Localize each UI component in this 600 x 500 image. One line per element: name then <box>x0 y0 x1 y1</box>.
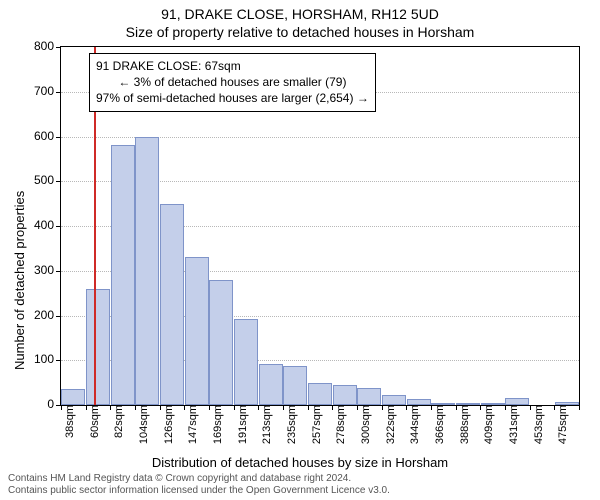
xtick-mark <box>308 405 309 410</box>
histogram-bar <box>160 204 184 405</box>
xtick-label: 235sqm <box>286 405 298 444</box>
xtick-label: 213sqm <box>261 405 273 444</box>
xtick-label: 278sqm <box>335 405 347 444</box>
ytick-mark <box>56 92 61 93</box>
infobox-line1: 91 DRAKE CLOSE: 67sqm <box>96 58 369 74</box>
ytick-label: 600 <box>24 129 54 143</box>
histogram-bar <box>185 257 209 405</box>
ytick-label: 200 <box>24 308 54 322</box>
histogram-bar <box>86 289 110 405</box>
xtick-mark <box>480 405 481 410</box>
xtick-label: 147sqm <box>187 405 199 444</box>
histogram-bar <box>283 366 307 405</box>
infobox-line3: 97% of semi-detached houses are larger (… <box>96 90 369 106</box>
xtick-mark <box>431 405 432 410</box>
xtick-label: 431sqm <box>508 405 520 444</box>
ytick-mark <box>56 360 61 361</box>
histogram-bar <box>308 383 332 405</box>
infobox-line2: ← 3% of detached houses are smaller (79) <box>96 74 369 90</box>
xtick-mark <box>160 405 161 410</box>
histogram-bar <box>505 398 529 405</box>
ytick-mark <box>56 316 61 317</box>
ytick-label: 800 <box>24 39 54 53</box>
xtick-mark <box>283 405 284 410</box>
histogram-bar <box>357 388 381 405</box>
x-axis-label: Distribution of detached houses by size … <box>0 455 600 470</box>
ytick-label: 0 <box>24 397 54 411</box>
xtick-label: 169sqm <box>212 405 224 444</box>
histogram-bar <box>111 145 135 405</box>
xtick-label: 60sqm <box>89 405 101 438</box>
xtick-mark <box>406 405 407 410</box>
xtick-label: 38sqm <box>64 405 76 438</box>
xtick-label: 453sqm <box>533 405 545 444</box>
histogram-bar <box>135 137 159 406</box>
xtick-mark <box>505 405 506 410</box>
xtick-mark <box>554 405 555 410</box>
xtick-mark <box>579 405 580 410</box>
xtick-mark <box>234 405 235 410</box>
xtick-label: 82sqm <box>113 405 125 438</box>
histogram-bar <box>382 395 406 405</box>
xtick-label: 191sqm <box>237 405 249 444</box>
xtick-mark <box>209 405 210 410</box>
xtick-label: 300sqm <box>360 405 372 444</box>
xtick-label: 388sqm <box>459 405 471 444</box>
xtick-mark <box>184 405 185 410</box>
xtick-mark <box>530 405 531 410</box>
xtick-label: 409sqm <box>483 405 495 444</box>
chart-title-line2: Size of property relative to detached ho… <box>0 24 600 40</box>
xtick-mark <box>86 405 87 410</box>
ytick-mark <box>56 271 61 272</box>
xtick-label: 257sqm <box>311 405 323 444</box>
xtick-mark <box>61 405 62 410</box>
ytick-mark <box>56 181 61 182</box>
xtick-mark <box>382 405 383 410</box>
xtick-label: 126sqm <box>163 405 175 444</box>
xtick-label: 475sqm <box>557 405 569 444</box>
histogram-bar <box>61 389 85 405</box>
histogram-bar <box>259 364 283 405</box>
xtick-label: 322sqm <box>385 405 397 444</box>
xtick-label: 344sqm <box>409 405 421 444</box>
marker-infobox: 91 DRAKE CLOSE: 67sqm ← 3% of detached h… <box>89 53 376 112</box>
xtick-mark <box>332 405 333 410</box>
xtick-label: 104sqm <box>138 405 150 444</box>
chart-title-line1: 91, DRAKE CLOSE, HORSHAM, RH12 5UD <box>0 6 600 22</box>
footer-attribution: Contains HM Land Registry data © Crown c… <box>8 473 390 496</box>
histogram-bar <box>234 319 258 405</box>
ytick-mark <box>56 137 61 138</box>
histogram-bar <box>209 280 233 405</box>
footer-line1: Contains HM Land Registry data © Crown c… <box>8 473 390 485</box>
xtick-mark <box>456 405 457 410</box>
ytick-label: 300 <box>24 263 54 277</box>
ytick-label: 700 <box>24 84 54 98</box>
xtick-mark <box>110 405 111 410</box>
histogram-bar <box>333 385 357 405</box>
footer-line2: Contains public sector information licen… <box>8 485 390 497</box>
ytick-label: 100 <box>24 352 54 366</box>
xtick-mark <box>135 405 136 410</box>
ytick-mark <box>56 226 61 227</box>
plot-area: 38sqm60sqm82sqm104sqm126sqm147sqm169sqm1… <box>60 46 580 406</box>
xtick-mark <box>357 405 358 410</box>
ytick-label: 500 <box>24 173 54 187</box>
xtick-label: 366sqm <box>434 405 446 444</box>
ytick-label: 400 <box>24 218 54 232</box>
ytick-mark <box>56 47 61 48</box>
xtick-mark <box>258 405 259 410</box>
